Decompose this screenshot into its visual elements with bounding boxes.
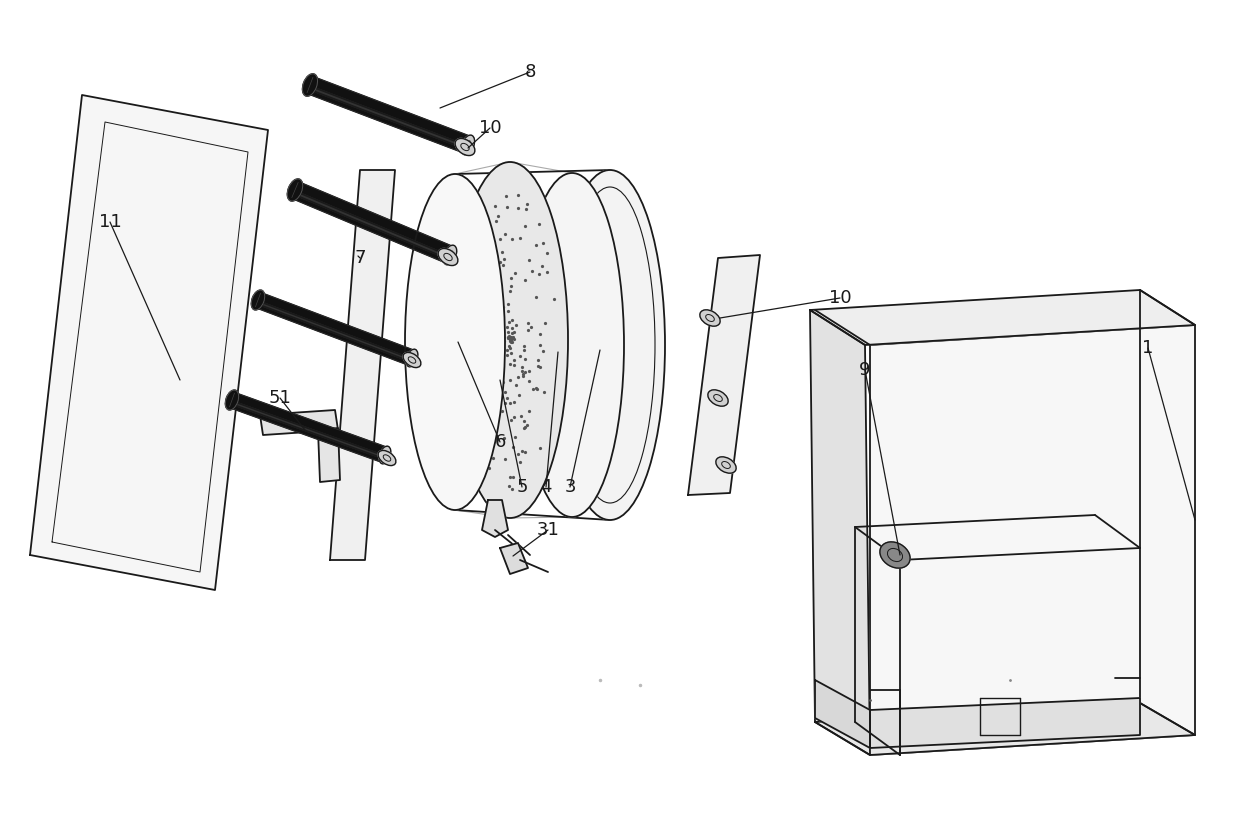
Ellipse shape — [708, 390, 728, 406]
Ellipse shape — [455, 139, 475, 155]
Text: 4: 4 — [541, 478, 552, 496]
Polygon shape — [815, 680, 870, 748]
Polygon shape — [291, 182, 454, 263]
Ellipse shape — [556, 170, 665, 520]
Text: 5: 5 — [516, 478, 528, 496]
Polygon shape — [870, 698, 1140, 748]
Ellipse shape — [438, 248, 458, 266]
Polygon shape — [293, 191, 450, 259]
Polygon shape — [255, 293, 415, 366]
Text: 51: 51 — [269, 389, 291, 407]
Polygon shape — [306, 76, 471, 154]
Ellipse shape — [226, 390, 238, 410]
Ellipse shape — [378, 450, 396, 465]
Polygon shape — [870, 325, 1195, 755]
Polygon shape — [317, 428, 340, 482]
Ellipse shape — [715, 457, 737, 473]
Text: 10: 10 — [479, 119, 501, 137]
Text: 31: 31 — [537, 521, 559, 539]
Text: 6: 6 — [495, 433, 506, 451]
Ellipse shape — [303, 74, 317, 96]
Ellipse shape — [880, 542, 910, 568]
Polygon shape — [500, 543, 528, 574]
Ellipse shape — [252, 290, 264, 310]
Polygon shape — [482, 500, 508, 537]
Ellipse shape — [453, 162, 568, 518]
Ellipse shape — [407, 349, 418, 366]
Ellipse shape — [288, 179, 303, 201]
Polygon shape — [810, 290, 1195, 345]
Ellipse shape — [699, 310, 720, 327]
Text: 11: 11 — [99, 213, 122, 231]
Ellipse shape — [520, 173, 624, 517]
Text: 7: 7 — [355, 249, 366, 267]
Text: 3: 3 — [564, 478, 575, 496]
Polygon shape — [30, 95, 268, 590]
Polygon shape — [330, 170, 396, 560]
Text: 10: 10 — [828, 289, 852, 307]
Text: 1: 1 — [1142, 339, 1153, 357]
Polygon shape — [688, 255, 760, 495]
Polygon shape — [231, 401, 384, 459]
Polygon shape — [260, 410, 339, 435]
Polygon shape — [309, 86, 467, 150]
Ellipse shape — [461, 135, 475, 155]
Polygon shape — [257, 301, 412, 361]
Ellipse shape — [405, 174, 505, 510]
Text: 9: 9 — [859, 361, 870, 379]
Ellipse shape — [379, 446, 391, 464]
Polygon shape — [810, 310, 870, 755]
Ellipse shape — [443, 245, 456, 265]
Polygon shape — [229, 392, 388, 463]
Polygon shape — [815, 703, 1195, 755]
Text: 8: 8 — [525, 63, 536, 81]
Ellipse shape — [403, 352, 420, 367]
